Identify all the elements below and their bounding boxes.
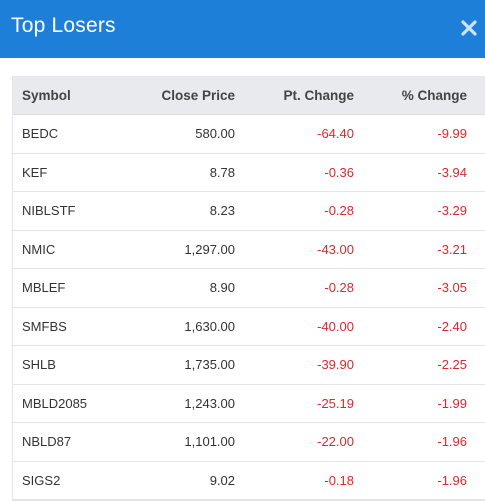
close-icon — [461, 20, 477, 36]
pct-change-cell: -9.99 — [437, 126, 467, 142]
dialog-header: Top Losers — [0, 0, 485, 58]
pct-change-cell: -3.29 — [437, 203, 467, 219]
pct-change-cell: -3.05 — [437, 280, 467, 296]
close-price-cell: 1,735.00 — [184, 357, 235, 373]
table-row[interactable]: SHLB 1,735.00 -39.90 -2.25 — [13, 346, 485, 385]
close-price-cell: 1,297.00 — [184, 241, 235, 257]
pct-change-cell: -2.40 — [437, 318, 467, 334]
pt-change-cell: -0.18 — [324, 472, 354, 488]
table-row[interactable]: SIGS2 9.02 -0.18 -1.96 — [13, 461, 485, 500]
column-header-pct-change[interactable]: % Change — [401, 88, 467, 103]
column-header-pt-change[interactable]: Pt. Change — [283, 88, 354, 103]
pt-change-cell: -39.90 — [317, 357, 354, 373]
table-row[interactable]: KEF 8.78 -0.36 -3.94 — [13, 153, 485, 192]
symbol-cell: BEDC — [22, 126, 59, 142]
table-row[interactable]: NMIC 1,297.00 -43.00 -3.21 — [13, 230, 485, 269]
pt-change-cell: -0.36 — [324, 164, 354, 180]
column-header-close-price[interactable]: Close Price — [161, 88, 235, 103]
pt-change-cell: -25.19 — [317, 395, 354, 411]
pct-change-cell: -3.94 — [437, 164, 467, 180]
table-row[interactable]: NIBLSTF 8.23 -0.28 -3.29 — [13, 192, 485, 231]
symbol-cell: SIGS2 — [22, 472, 61, 488]
pt-change-cell: -22.00 — [317, 434, 354, 450]
table-row[interactable]: MBLD2085 1,243.00 -25.19 -1.99 — [13, 384, 485, 423]
pct-change-cell: -1.96 — [437, 434, 467, 450]
table-header-row: Symbol Close Price Pt. Change % Change — [13, 77, 485, 115]
symbol-cell: NIBLSTF — [22, 203, 76, 219]
table-row[interactable]: BEDC 580.00 -64.40 -9.99 — [13, 115, 485, 154]
close-price-cell: 8.90 — [209, 280, 235, 296]
close-price-cell: 8.78 — [209, 164, 235, 180]
close-price-cell: 580.00 — [195, 126, 235, 142]
close-button[interactable] — [459, 18, 479, 38]
table-row[interactable]: MBLEF 8.90 -0.28 -3.05 — [13, 269, 485, 308]
symbol-cell: MBLEF — [22, 280, 66, 296]
dialog-title: Top Losers — [11, 14, 116, 37]
table-row[interactable]: SMFBS 1,630.00 -40.00 -2.40 — [13, 307, 485, 346]
close-price-cell: 1,101.00 — [184, 434, 235, 450]
pt-change-cell: -40.00 — [317, 318, 354, 334]
pt-change-cell: -43.00 — [317, 241, 354, 257]
top-losers-table: Symbol Close Price Pt. Change % Change B… — [12, 76, 485, 501]
pct-change-cell: -2.25 — [437, 357, 467, 373]
close-price-cell: 1,243.00 — [184, 395, 235, 411]
symbol-cell: KEF — [22, 164, 48, 180]
pt-change-cell: -0.28 — [324, 280, 354, 296]
pt-change-cell: -64.40 — [317, 126, 354, 142]
close-price-cell: 9.02 — [209, 472, 235, 488]
close-price-cell: 1,630.00 — [184, 318, 235, 334]
symbol-cell: NBLD87 — [22, 434, 72, 450]
pt-change-cell: -0.28 — [324, 203, 354, 219]
column-header-symbol[interactable]: Symbol — [22, 88, 71, 103]
close-price-cell: 8.23 — [209, 203, 235, 219]
pct-change-cell: -3.21 — [437, 241, 467, 257]
symbol-cell: SHLB — [22, 357, 56, 373]
symbol-cell: SMFBS — [22, 318, 67, 334]
symbol-cell: MBLD2085 — [22, 395, 88, 411]
pct-change-cell: -1.96 — [437, 472, 467, 488]
table-row[interactable]: NBLD87 1,101.00 -22.00 -1.96 — [13, 423, 485, 462]
symbol-cell: NMIC — [22, 241, 56, 257]
pct-change-cell: -1.99 — [437, 395, 467, 411]
